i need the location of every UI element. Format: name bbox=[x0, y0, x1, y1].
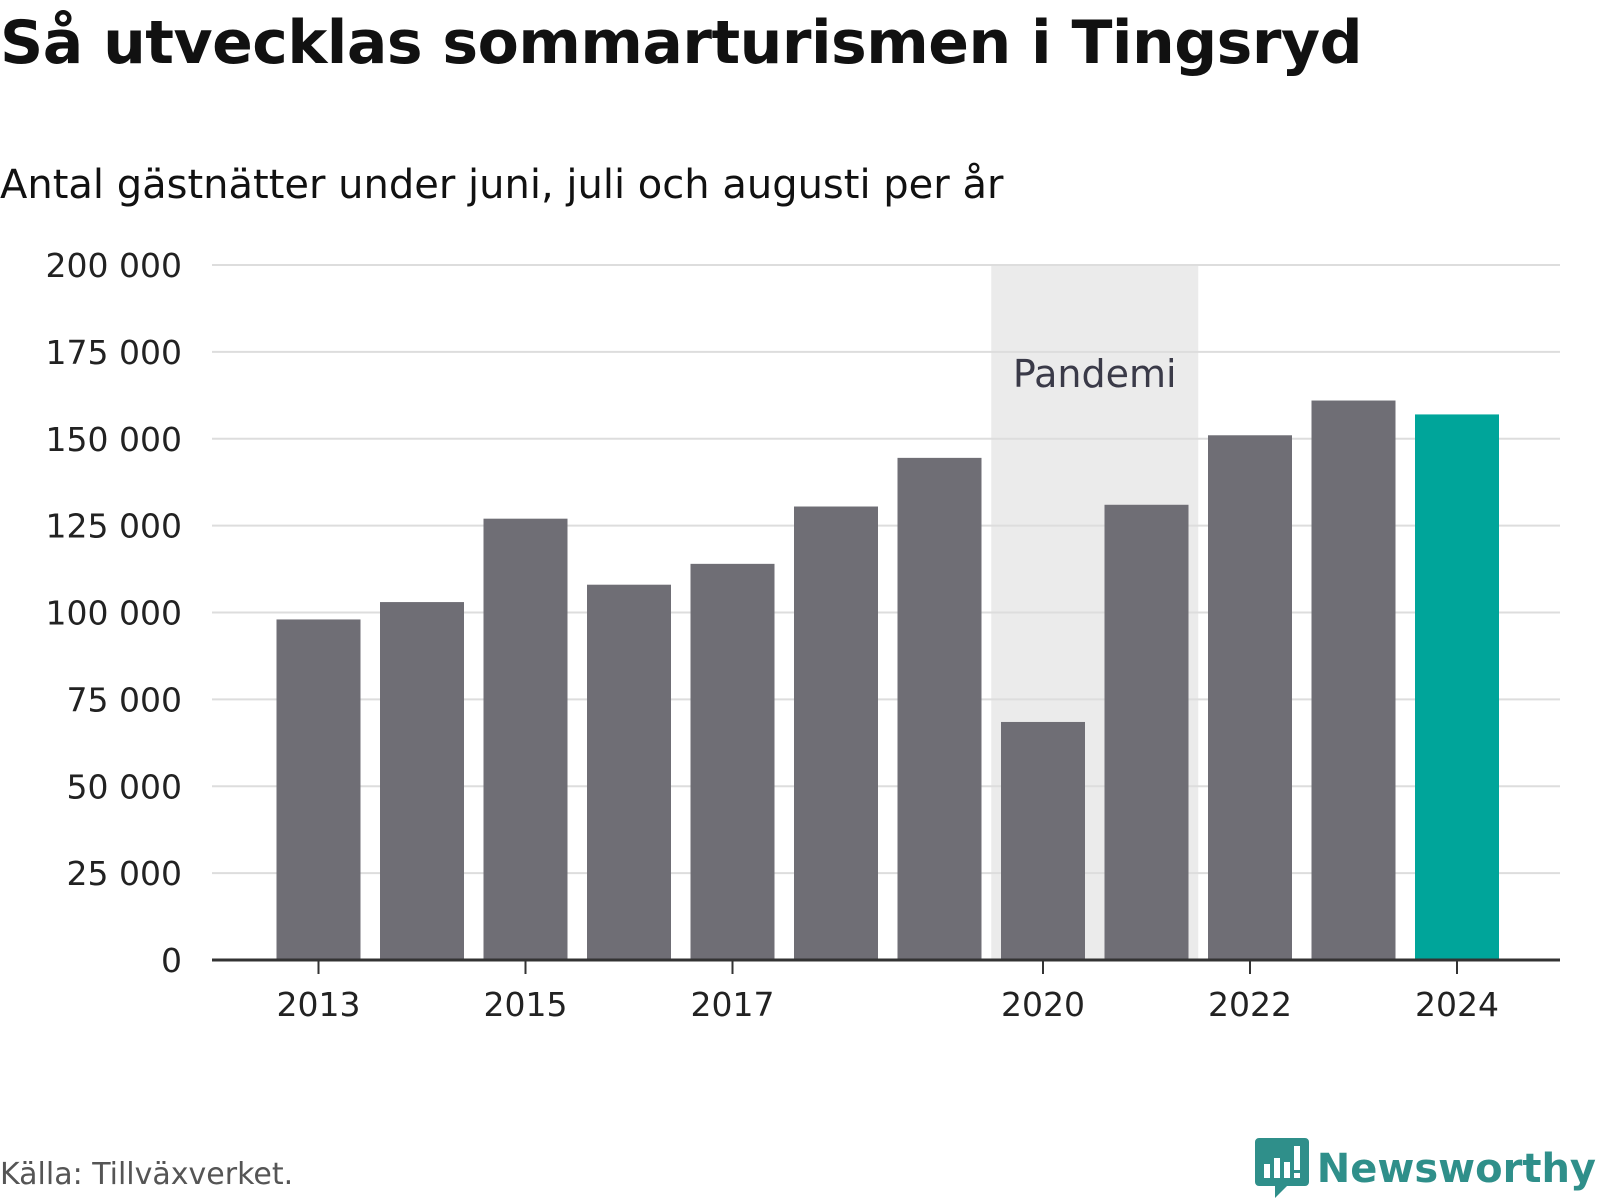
y-tick-label: 150 000 bbox=[46, 420, 182, 459]
chart-title: Så utvecklas sommarturismen i Tingsryd bbox=[0, 8, 1363, 78]
x-tick-label: 2024 bbox=[1415, 985, 1499, 1024]
bar-2016 bbox=[587, 584, 671, 960]
y-tick-label: 50 000 bbox=[67, 767, 182, 806]
bar-2017 bbox=[690, 563, 775, 960]
y-tick-label: 0 bbox=[161, 941, 182, 980]
chart-subtitle: Antal gästnätter under juni, juli och au… bbox=[0, 162, 1004, 208]
bar-2015 bbox=[483, 518, 568, 960]
bar-2018 bbox=[794, 506, 878, 960]
source-note: Källa: Tillväxverket. bbox=[0, 1157, 294, 1192]
y-tick-label: 125 000 bbox=[46, 507, 182, 546]
bar-2023 bbox=[1311, 400, 1396, 960]
y-tick-label: 200 000 bbox=[46, 246, 182, 285]
x-tick-label: 2022 bbox=[1208, 985, 1292, 1024]
bar-2020 bbox=[1001, 721, 1085, 960]
y-tick-label: 75 000 bbox=[67, 680, 182, 719]
bar-2021 bbox=[1104, 504, 1189, 960]
bar-2014 bbox=[380, 602, 464, 960]
y-tick-label: 25 000 bbox=[67, 854, 182, 893]
x-tick-label: 2013 bbox=[277, 985, 361, 1024]
bar-chart: Pandemi 0 25 000 50 000 75 000 100 000 125 000… bbox=[46, 246, 1560, 1024]
newsworthy-logo-icon bbox=[1254, 1138, 1309, 1198]
brand-name: Newsworthy bbox=[1316, 1146, 1596, 1192]
x-tick-label: 2020 bbox=[1001, 985, 1085, 1024]
y-tick-label: 175 000 bbox=[46, 333, 182, 372]
x-tick-label: 2015 bbox=[484, 985, 568, 1024]
bar-2024 bbox=[1415, 414, 1499, 960]
bar-2019 bbox=[897, 457, 982, 960]
bar-2022 bbox=[1208, 435, 1292, 960]
brand-logo: Newsworthy bbox=[1254, 1138, 1596, 1200]
x-tick-label: 2017 bbox=[691, 985, 775, 1024]
bar-2013 bbox=[276, 619, 361, 960]
band-label: Pandemi bbox=[1013, 352, 1177, 396]
y-tick-label: 100 000 bbox=[46, 594, 182, 633]
